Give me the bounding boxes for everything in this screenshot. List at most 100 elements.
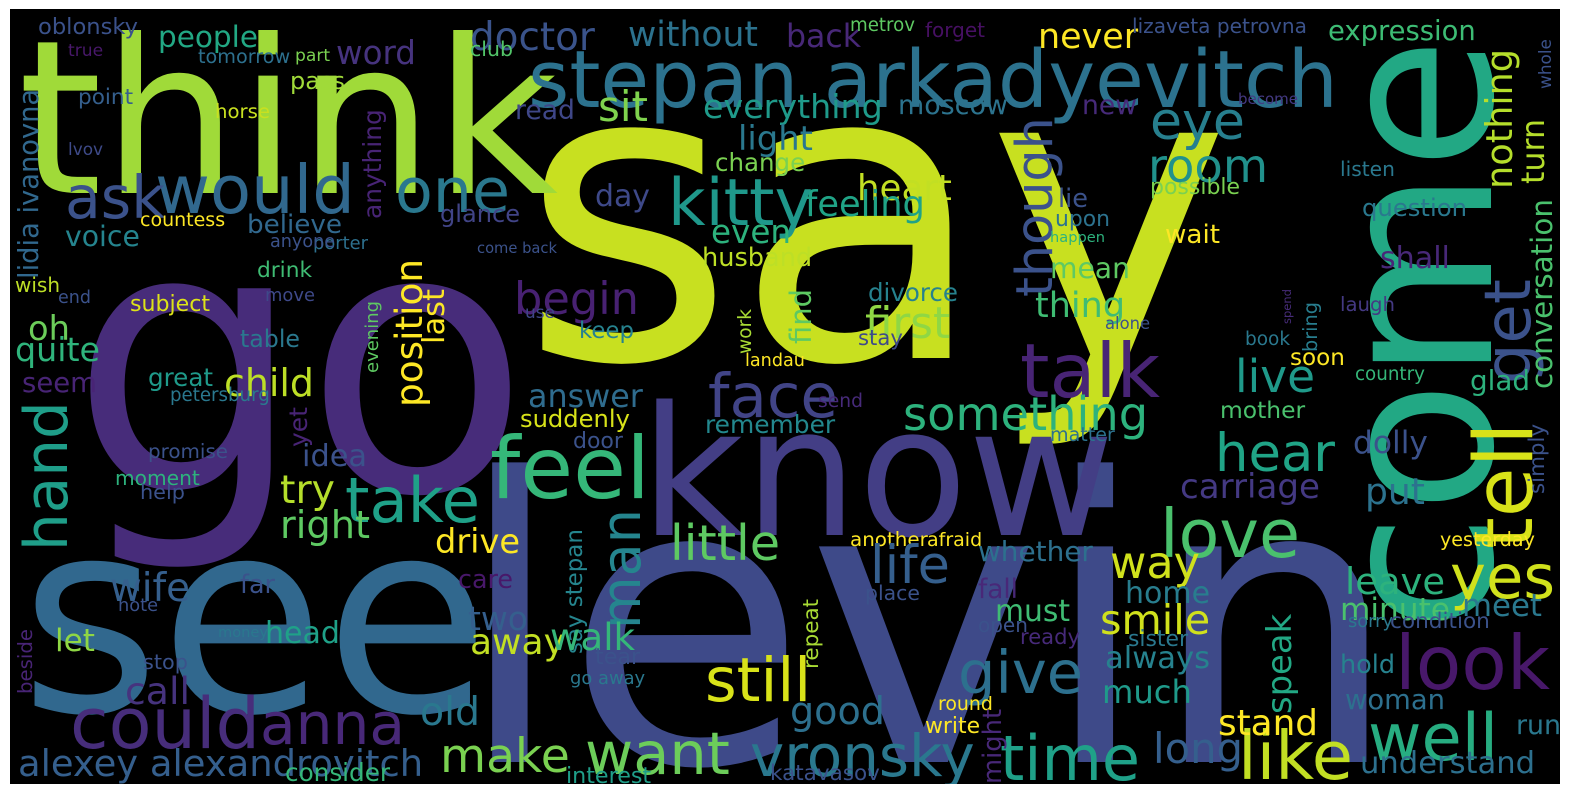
- word-lizaveta-petrovna: lizaveta petrovna: [1132, 14, 1307, 39]
- word-afraid: afraid: [927, 528, 983, 551]
- word-sit: sit: [598, 82, 649, 131]
- word-countess: countess: [140, 208, 226, 231]
- word-without: without: [628, 14, 758, 55]
- word-open: open: [978, 612, 1028, 637]
- word-lvov: lvov: [68, 138, 104, 159]
- word-read: read: [515, 94, 575, 126]
- word-alexey-alexandrovitch: alexey alexandrovitch: [18, 741, 424, 784]
- word-lie: lie: [1058, 184, 1088, 215]
- word-vronsky: vronsky: [750, 721, 975, 784]
- word-hand: hand: [13, 401, 83, 551]
- word-day: day: [595, 178, 650, 214]
- word-quite: quite: [15, 330, 101, 370]
- word-interest: interest: [566, 762, 652, 784]
- word-still: still: [705, 646, 812, 717]
- word-believe: believe: [247, 209, 343, 240]
- word-doctor: doctor: [470, 14, 595, 60]
- word-round: round: [938, 692, 993, 715]
- word-little: little: [670, 514, 781, 573]
- word-forget: forget: [925, 17, 985, 42]
- word-write: write: [925, 714, 981, 740]
- word-moscow: moscow: [898, 90, 1008, 122]
- word-feel: feel: [490, 419, 650, 520]
- word-nothing: nothing: [1477, 48, 1521, 189]
- word-run: run: [1516, 710, 1560, 742]
- word-good: good: [790, 689, 885, 734]
- word-yes: yes: [1450, 543, 1556, 614]
- word-much: much: [1102, 672, 1192, 711]
- word-tomorrow: tomorrow: [198, 45, 291, 69]
- word-part: part: [295, 46, 331, 67]
- word-drive: drive: [435, 521, 520, 561]
- word-make: make: [440, 728, 570, 784]
- word-way: way: [1110, 537, 1200, 589]
- word-go: go: [70, 148, 530, 579]
- word-see: see: [20, 462, 490, 775]
- word-drink: drink: [257, 258, 313, 284]
- word-woman: woman: [1345, 685, 1445, 717]
- word-subject: subject: [130, 291, 211, 318]
- word-position: position: [386, 258, 431, 407]
- word-stepan-arkadyevitch: stepan arkadyevitch: [528, 32, 1338, 126]
- word-lidia-ivanovna: lidia ivanovna: [14, 88, 46, 279]
- word-call: call: [125, 668, 190, 713]
- word-oblonsky: oblonsky: [38, 14, 139, 41]
- word-alone: alone: [1105, 313, 1151, 333]
- word-katavasov: katavasov: [770, 760, 880, 784]
- word-tear: tear: [595, 643, 641, 670]
- word-use: use: [525, 301, 555, 322]
- word-one: one: [395, 154, 510, 227]
- word-beside: beside: [14, 629, 38, 694]
- word-condition: condition: [1390, 609, 1490, 635]
- word-carriage: carriage: [1180, 466, 1320, 507]
- word-well: well: [1368, 700, 1499, 777]
- word-home: home: [1125, 576, 1211, 611]
- word-must: must: [995, 594, 1071, 630]
- word-hear: hear: [1215, 422, 1336, 484]
- word-become: become: [1238, 89, 1299, 108]
- word-suddenly: suddenly: [520, 404, 630, 433]
- word-conversation: conversation: [1524, 199, 1559, 389]
- word-meet: meet: [1462, 588, 1542, 625]
- word-feeling: feeling: [805, 183, 925, 225]
- word-walk: walk: [550, 615, 636, 660]
- word-talk: talk: [1020, 326, 1160, 415]
- word-keep: keep: [579, 317, 634, 344]
- word-change: change: [715, 147, 806, 177]
- word-think: think: [18, 9, 559, 244]
- word-always: always: [1105, 641, 1211, 677]
- word-book: book: [1245, 328, 1291, 350]
- word-anything: anything: [357, 109, 387, 219]
- word-long: long: [1153, 724, 1243, 774]
- word-leave: leave: [1345, 559, 1446, 603]
- word-horse: horse: [215, 100, 270, 124]
- word-first: first: [865, 298, 951, 349]
- word-upon: upon: [1055, 206, 1111, 232]
- word-levin: levin: [455, 396, 1400, 784]
- word-moment: moment: [115, 465, 200, 490]
- word-voice: voice: [65, 219, 140, 253]
- word-room: room: [1148, 139, 1269, 194]
- word-idea: idea: [302, 438, 368, 474]
- word-whether: whether: [978, 534, 1093, 568]
- word-face: face: [708, 360, 838, 432]
- word-life: life: [870, 535, 950, 597]
- word-whole: whole: [1534, 39, 1555, 89]
- word-answer: answer: [528, 378, 643, 416]
- word-place: place: [865, 580, 920, 605]
- word-mean: mean: [1050, 252, 1130, 286]
- word-sister: sister: [1128, 627, 1188, 653]
- word-pass: pass: [290, 67, 345, 96]
- word-point: point: [78, 85, 134, 111]
- word-work: work: [735, 309, 757, 354]
- word-come-back: come back: [477, 239, 557, 257]
- word-ready: ready: [1020, 624, 1080, 650]
- word-eye: eye: [1150, 91, 1245, 152]
- word-move: move: [265, 284, 315, 306]
- word-glad: glad: [1470, 364, 1531, 398]
- word-soon: soon: [1290, 344, 1345, 371]
- word-understand: understand: [1360, 746, 1536, 782]
- word-child: child: [224, 361, 314, 406]
- word-cloud-canvas: say go levin see come think know stepan arkadye…: [10, 9, 1560, 784]
- word-stop: stop: [143, 649, 188, 674]
